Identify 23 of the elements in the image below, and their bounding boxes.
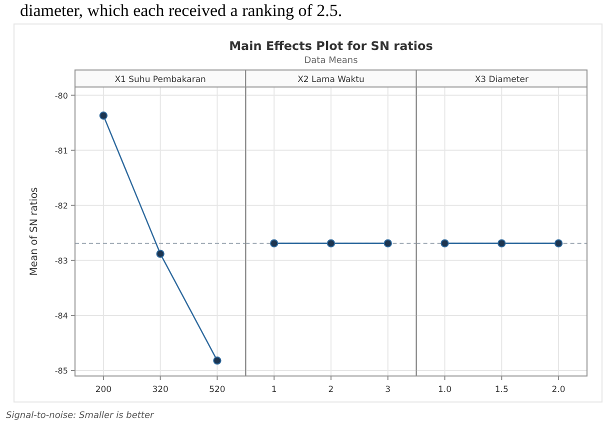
x-tick-label: 520 xyxy=(209,385,226,395)
x-tick-label: 320 xyxy=(152,385,168,395)
x-tick-label: 2.0 xyxy=(552,385,566,395)
y-tick-label: -83 xyxy=(54,256,68,266)
y-tick-label: -84 xyxy=(54,311,68,320)
y-tick-label: -82 xyxy=(54,201,68,210)
text: Main Effects Plot for SN ratios xyxy=(229,39,433,53)
chart-title: X2 Lama Waktu xyxy=(298,75,364,85)
x-tick-label: 3 xyxy=(385,385,391,395)
x-tick-label: 1.0 xyxy=(438,385,452,395)
y-tick-label: -81 xyxy=(54,146,68,156)
chart-title: X1 Suhu Pembakaran xyxy=(114,75,206,85)
text: Data Means xyxy=(304,56,358,66)
y-tick-label: -85 xyxy=(54,366,68,376)
x-tick-label: 2 xyxy=(328,385,334,395)
y-tick-label: -80 xyxy=(54,91,68,100)
chart-title: X3 Diameter xyxy=(474,75,529,85)
x-tick-label: 200 xyxy=(95,385,112,395)
x-tick-label: 1 xyxy=(271,385,277,395)
y-axis-title: Mean of SN ratios xyxy=(29,187,40,276)
text: Signal-to-noise: Smaller is better xyxy=(6,411,155,421)
text: diameter, which each received a ranking of 2.5. xyxy=(20,1,342,20)
x-tick-label: 1.5 xyxy=(494,385,508,395)
